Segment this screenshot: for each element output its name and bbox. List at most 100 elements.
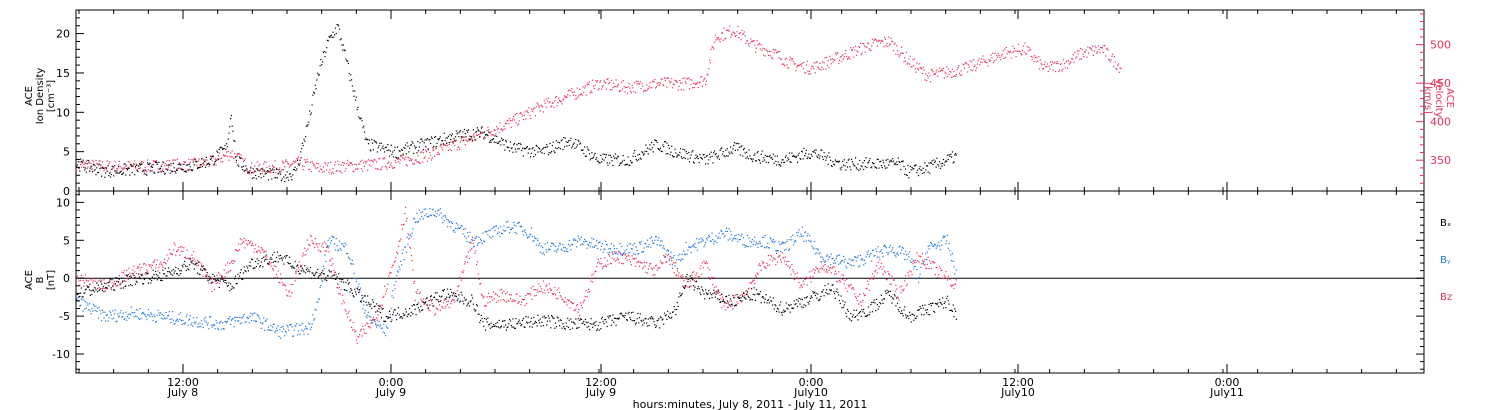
by-point bbox=[842, 260, 844, 262]
ion-density-point bbox=[812, 151, 814, 153]
bz-point bbox=[930, 268, 932, 270]
by-point bbox=[737, 241, 739, 243]
by-point bbox=[449, 220, 451, 223]
velocity-point bbox=[480, 132, 482, 135]
velocity-point bbox=[638, 83, 641, 85]
bz-point bbox=[818, 271, 820, 273]
ion-density-point bbox=[259, 170, 261, 172]
velocity-point bbox=[948, 73, 950, 75]
velocity-point bbox=[479, 136, 481, 138]
ion-density-point bbox=[294, 166, 296, 168]
ion-density-point bbox=[545, 146, 547, 149]
by-point bbox=[707, 237, 709, 239]
velocity-point bbox=[291, 164, 293, 166]
bx-point bbox=[397, 312, 399, 314]
bz-point bbox=[884, 271, 886, 273]
ion-density-point bbox=[579, 143, 581, 145]
bz-point bbox=[300, 264, 302, 266]
velocity-point bbox=[413, 163, 416, 165]
bx-point bbox=[234, 275, 237, 277]
bz-point bbox=[324, 250, 326, 252]
by-point bbox=[799, 236, 801, 238]
bz-point bbox=[291, 292, 293, 294]
bz-point bbox=[742, 294, 744, 296]
by-point bbox=[830, 264, 832, 266]
ion-density-point bbox=[187, 164, 189, 166]
ion-density-point bbox=[906, 174, 908, 176]
velocity-point bbox=[178, 162, 180, 164]
by-point bbox=[882, 255, 884, 258]
by-point bbox=[521, 225, 523, 227]
by-point bbox=[280, 337, 282, 339]
bx-point bbox=[134, 277, 136, 279]
ion-density-point bbox=[663, 141, 666, 143]
by-point bbox=[818, 253, 820, 255]
ion-density-point bbox=[842, 164, 845, 166]
bz-point bbox=[385, 290, 387, 292]
by-point bbox=[138, 317, 140, 319]
velocity-point bbox=[1038, 56, 1040, 58]
ion-density-point bbox=[896, 164, 899, 166]
bz-point bbox=[176, 250, 178, 252]
bx-point bbox=[338, 273, 340, 275]
velocity-point bbox=[447, 149, 449, 151]
bz-point bbox=[447, 300, 449, 302]
velocity-point bbox=[1005, 47, 1007, 49]
by-point bbox=[551, 242, 553, 244]
bz-point bbox=[451, 298, 453, 300]
by-point bbox=[747, 246, 749, 248]
ion-density-point bbox=[444, 139, 446, 141]
velocity-point bbox=[521, 115, 524, 117]
velocity-point bbox=[795, 70, 797, 72]
ion-density-point bbox=[835, 160, 837, 162]
velocity-point bbox=[987, 65, 989, 67]
ion-density-point bbox=[241, 166, 243, 168]
velocity-point bbox=[113, 167, 115, 169]
bz-point bbox=[837, 281, 839, 283]
bx-point bbox=[172, 269, 174, 271]
ion-density-point bbox=[130, 165, 132, 167]
bz-point bbox=[495, 293, 497, 295]
bx-point bbox=[218, 286, 220, 289]
ion-density-point bbox=[276, 177, 278, 179]
bx-point bbox=[303, 271, 305, 273]
bz-point bbox=[427, 306, 429, 308]
bz-point bbox=[292, 277, 295, 279]
velocity-point bbox=[265, 161, 267, 163]
bz-point bbox=[97, 280, 99, 282]
ion-density-point bbox=[946, 154, 949, 156]
bx-point bbox=[357, 289, 359, 291]
velocity-point bbox=[453, 140, 455, 142]
bz-point bbox=[523, 299, 525, 301]
by-point bbox=[519, 225, 521, 227]
velocity-point bbox=[392, 167, 395, 169]
bz-point bbox=[542, 292, 544, 294]
bz-point bbox=[236, 250, 238, 252]
by-point bbox=[441, 217, 443, 219]
velocity-point bbox=[1021, 54, 1023, 56]
by-point bbox=[113, 317, 115, 319]
bz-point bbox=[563, 301, 566, 303]
ion-density-point bbox=[891, 161, 893, 163]
bz-point bbox=[857, 295, 859, 297]
by-point bbox=[547, 249, 549, 251]
bx-point bbox=[200, 268, 202, 270]
velocity-point bbox=[419, 162, 421, 164]
by-point bbox=[251, 314, 253, 316]
by-point bbox=[839, 262, 841, 264]
bz-point bbox=[779, 255, 781, 257]
velocity-point bbox=[776, 52, 778, 54]
velocity-point bbox=[122, 167, 124, 170]
bx-point bbox=[227, 284, 229, 286]
velocity-point bbox=[203, 164, 205, 166]
velocity-point bbox=[791, 59, 793, 61]
bz-point bbox=[506, 291, 508, 293]
bx-point bbox=[220, 278, 222, 281]
by-point bbox=[925, 253, 927, 255]
bz-point bbox=[777, 256, 779, 258]
velocity-point bbox=[702, 80, 704, 82]
velocity-point bbox=[755, 47, 757, 49]
by-point bbox=[797, 231, 799, 233]
by-point bbox=[713, 243, 715, 245]
bx-point bbox=[401, 316, 403, 318]
